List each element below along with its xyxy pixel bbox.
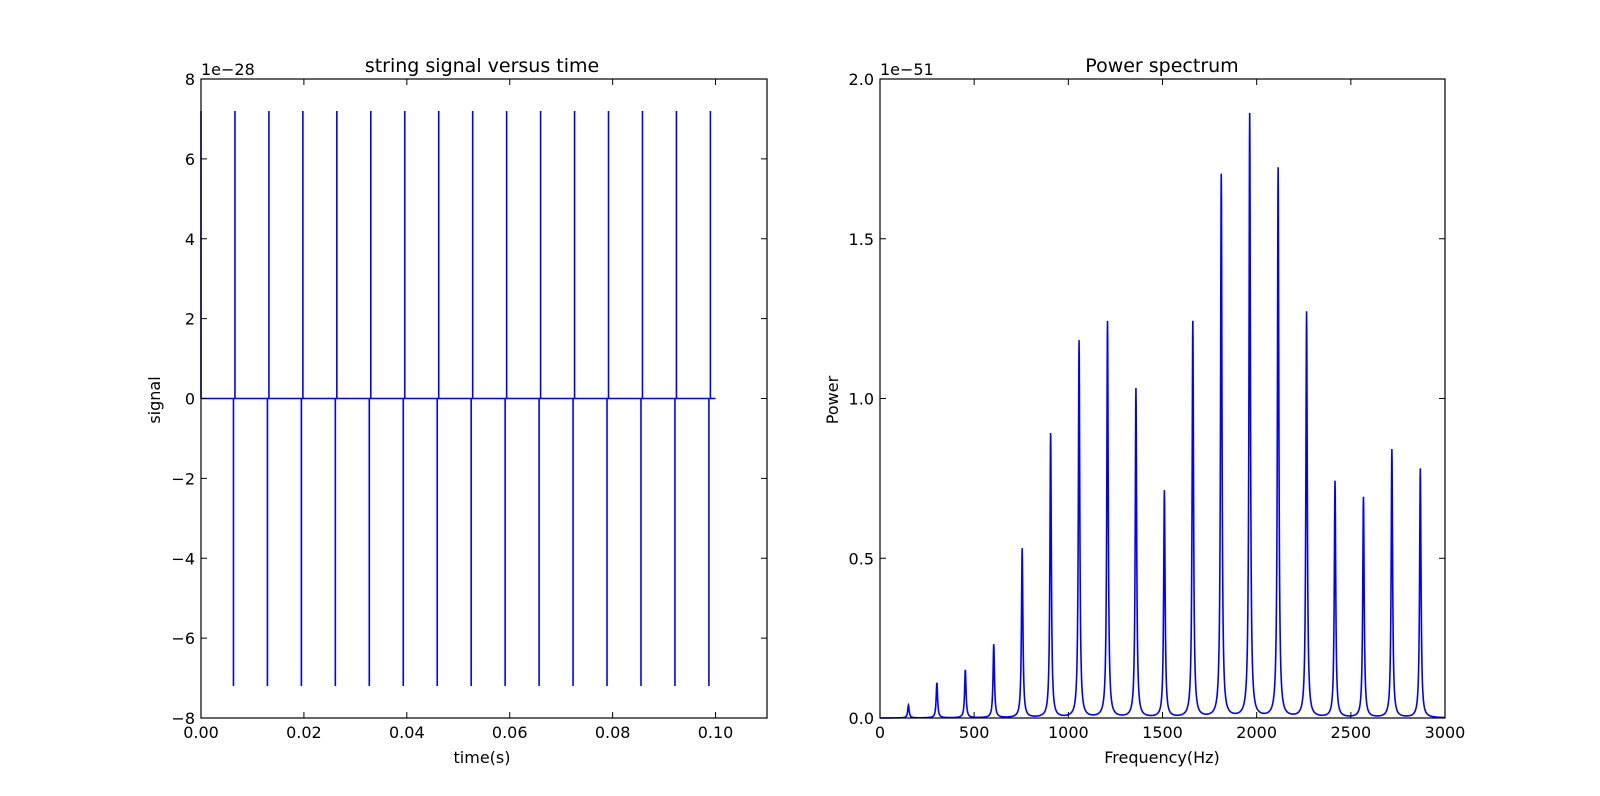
power-y-tick-label: 1.0 [849, 390, 874, 409]
power-x-tick-label: 1500 [1142, 723, 1183, 742]
signal-y-tick-label: −8 [171, 709, 195, 728]
power-x-tick-label: 500 [959, 723, 990, 742]
signal-y-tick-label: 6 [185, 150, 195, 169]
signal-y-tick-label: 4 [185, 230, 195, 249]
power-x-tick-label: 2500 [1330, 723, 1371, 742]
power-chart: Power spectrum 1e−51 Frequency(Hz) Power… [823, 55, 1465, 767]
signal-y-axis-label: signal [145, 376, 164, 423]
power-offset-label: 1e−51 [880, 60, 934, 79]
signal-y-tick-label: −2 [171, 469, 195, 488]
signal-x-tick-label: 0.08 [595, 723, 631, 742]
signal-y-tick-label: 2 [185, 310, 195, 329]
signal-y-tick-label: −6 [171, 629, 195, 648]
signal-x-tick-label: 0.10 [698, 723, 734, 742]
signal-x-tick-label: 0.00 [183, 723, 219, 742]
power-y-tick-label: 0.0 [849, 709, 874, 728]
signal-y-tick-label: −4 [171, 549, 195, 568]
power-y-tick-label: 0.5 [849, 549, 874, 568]
signal-plot-frame [200, 78, 768, 719]
power-chart-title: Power spectrum [1085, 55, 1238, 77]
power-x-tick-label: 0 [875, 723, 885, 742]
power-x-tick-label: 3000 [1425, 723, 1466, 742]
signal-offset-label: 1e−28 [201, 60, 255, 79]
power-y-tick-label: 2.0 [849, 70, 874, 89]
signal-chart: string signal versus time 1e−28 time(s) … [145, 55, 768, 767]
power-axis-ticks: 0 500 1000 1500 2000 2500 3000 0.0 0.5 1.0 1.5 2.0 [849, 70, 1466, 742]
signal-axis-ticks: 0.00 0.02 0.04 0.06 0.08 0.10 −8 −6 −4 −2 0 2 4 6 8 [171, 70, 767, 742]
power-x-axis-label: Frequency(Hz) [1104, 748, 1220, 767]
power-plot-frame [879, 78, 1446, 719]
signal-chart-title: string signal versus time [365, 55, 599, 77]
power-spectrum-line [880, 112, 1446, 719]
signal-y-tick-label: 0 [185, 390, 195, 409]
signal-y-tick-label: 8 [185, 70, 195, 89]
signal-x-tick-label: 0.06 [492, 723, 528, 742]
signal-x-tick-label: 0.04 [389, 723, 425, 742]
power-x-tick-label: 2000 [1236, 723, 1277, 742]
signal-x-tick-label: 0.02 [286, 723, 322, 742]
signal-x-axis-label: time(s) [454, 748, 511, 767]
power-y-axis-label: Power [823, 375, 842, 424]
power-x-tick-label: 1000 [1048, 723, 1089, 742]
power-series [880, 112, 1446, 719]
power-y-tick-label: 1.5 [849, 230, 874, 249]
signal-series [200, 110, 716, 687]
